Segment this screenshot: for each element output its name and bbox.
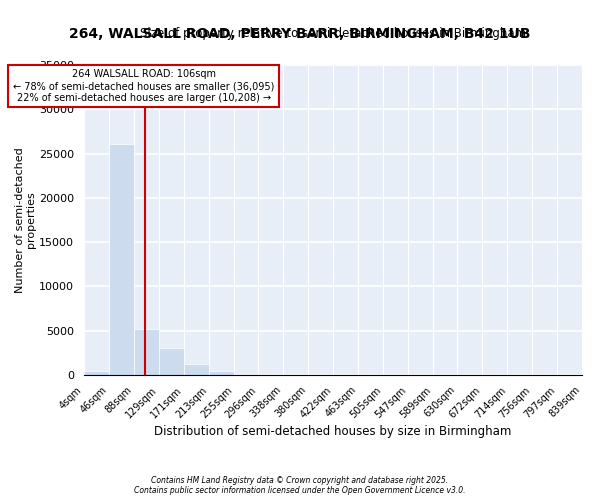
Bar [134, 330, 158, 375]
Bar [233, 374, 258, 375]
Text: Contains HM Land Registry data © Crown copyright and database right 2025.
Contai: Contains HM Land Registry data © Crown c… [134, 476, 466, 495]
Text: 264, WALSALL ROAD, PERRY BARR, BIRMINGHAM, B42 1UB: 264, WALSALL ROAD, PERRY BARR, BIRMINGHA… [69, 28, 531, 42]
Title: Size of property relative to semi-detached houses in Birmingham: Size of property relative to semi-detach… [140, 27, 526, 40]
Bar [158, 348, 184, 375]
Bar [209, 372, 233, 375]
Text: 264 WALSALL ROAD: 106sqm
← 78% of semi-detached houses are smaller (36,095)
22% : 264 WALSALL ROAD: 106sqm ← 78% of semi-d… [13, 70, 274, 102]
Bar [109, 144, 134, 375]
Bar [84, 372, 109, 375]
X-axis label: Distribution of semi-detached houses by size in Birmingham: Distribution of semi-detached houses by … [154, 426, 512, 438]
Bar [184, 364, 209, 375]
Y-axis label: Number of semi-detached
properties: Number of semi-detached properties [15, 147, 37, 293]
